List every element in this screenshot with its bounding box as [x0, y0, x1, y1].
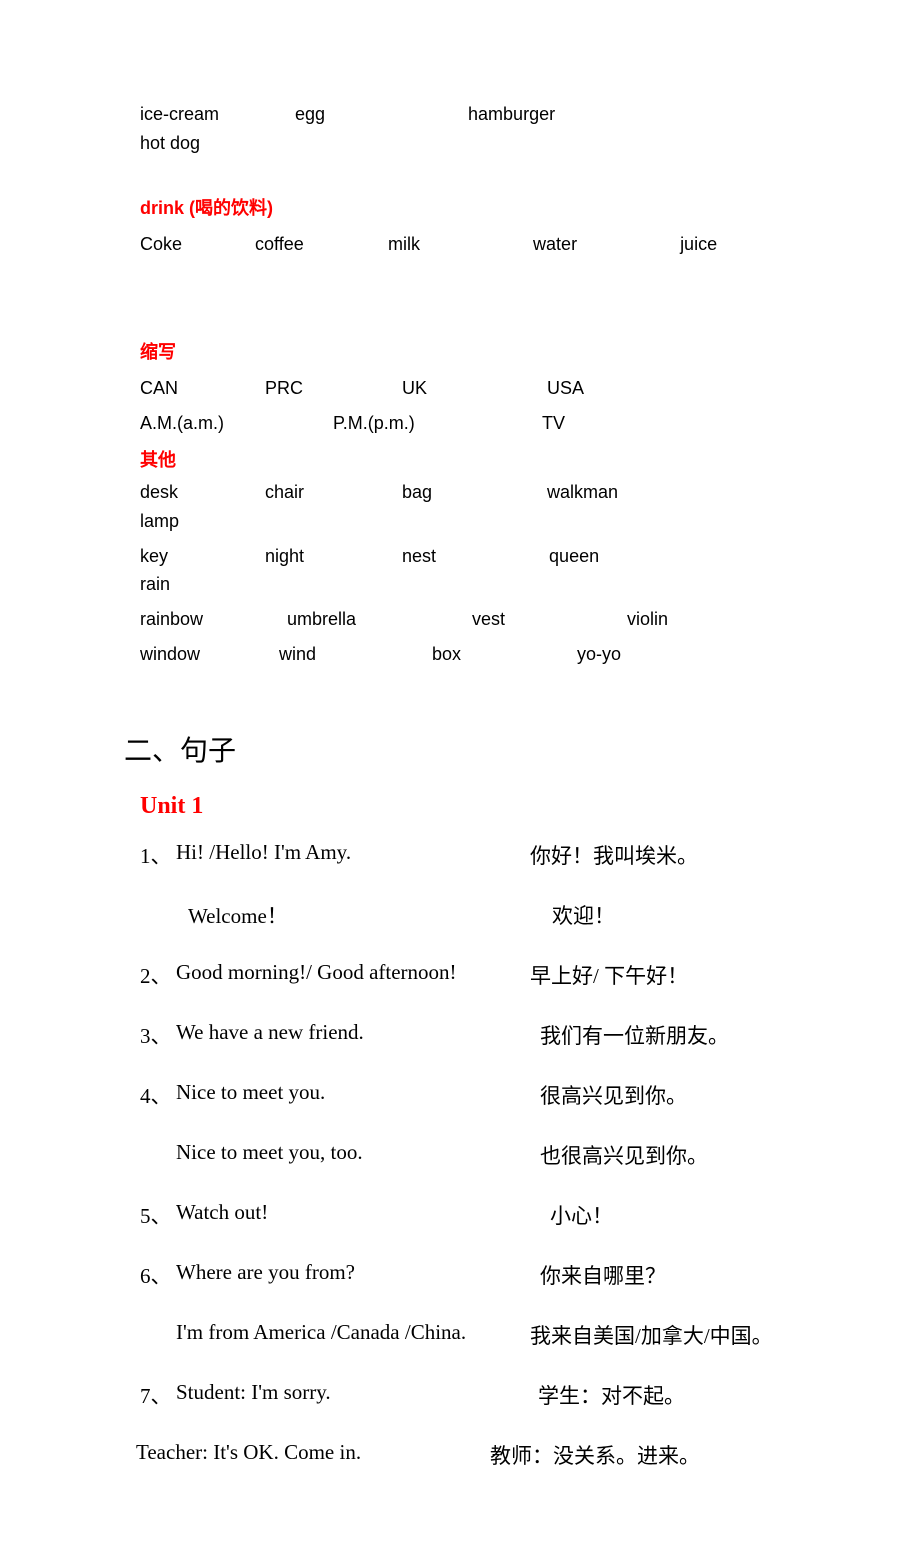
- sentence-row: 6、Where are you from?你来自哪里？: [140, 1260, 780, 1290]
- word: walkman: [547, 478, 715, 507]
- sentence-chinese: 教师：没关系。进来。: [490, 1440, 780, 1470]
- section-label-drink: drink (喝的饮料): [140, 194, 780, 220]
- vocab-row-abbrev-1: CAN PRC UK USA: [140, 374, 780, 403]
- word: juice: [680, 230, 760, 259]
- sentence-number: 1、: [140, 840, 176, 870]
- sentence-chinese: 你好！我叫埃米。: [530, 840, 780, 870]
- sentence-number: 4、: [140, 1080, 176, 1110]
- sentence-row: Welcome！欢迎！: [140, 900, 780, 930]
- word: wind: [279, 640, 427, 669]
- vocab-row-other-1: desk chair bag walkman lamp: [140, 478, 780, 536]
- sentence-number: 5、: [140, 1200, 176, 1230]
- sentence-english: Where are you from?: [176, 1260, 530, 1290]
- sentence-chinese: 我来自美国/加拿大/中国。: [530, 1320, 780, 1350]
- sentence-chinese: 也很高兴见到你。: [530, 1140, 780, 1170]
- word: box: [432, 640, 572, 669]
- sentence-row: 5、Watch out!小心！: [140, 1200, 780, 1230]
- word: violin: [627, 605, 707, 634]
- word: P.M.(p.m.): [333, 409, 537, 438]
- vocab-row-food: ice-cream egg hamburger hot dog: [140, 100, 780, 158]
- word: yo-yo: [577, 640, 657, 669]
- sentence-english: I'm from America /Canada /China.: [176, 1320, 530, 1350]
- sentence-row: Teacher: It's OK. Come in.教师：没关系。进来。: [140, 1440, 780, 1470]
- sentence-number: [140, 900, 176, 930]
- vocab-row-other-4: window wind box yo-yo: [140, 640, 780, 669]
- section-label-abbrev: 缩写: [140, 338, 780, 364]
- vocab-row-drink: Coke coffee milk water juice: [140, 230, 780, 259]
- word: hamburger: [468, 100, 668, 129]
- word: nest: [402, 542, 544, 571]
- word: UK: [402, 374, 542, 403]
- word: Coke: [140, 230, 250, 259]
- sentence-english: Welcome！: [176, 900, 542, 930]
- word: ice-cream: [140, 100, 290, 129]
- sentence-english: Teacher: It's OK. Come in.: [136, 1440, 490, 1470]
- sentence-row: 4、Nice to meet you.很高兴见到你。: [140, 1080, 780, 1110]
- word: hot dog: [140, 129, 260, 158]
- sentence-chinese: 小心！: [530, 1200, 780, 1230]
- word: night: [265, 542, 397, 571]
- word: USA: [547, 374, 627, 403]
- word: TV: [542, 409, 602, 438]
- sentence-number: 2、: [140, 960, 176, 990]
- word: key: [140, 542, 260, 571]
- sentence-row: Nice to meet you, too.也很高兴见到你。: [140, 1140, 780, 1170]
- sentence-english: Nice to meet you, too.: [176, 1140, 530, 1170]
- word: vest: [472, 605, 622, 634]
- word: lamp: [140, 507, 210, 536]
- sentence-chinese: 你来自哪里？: [530, 1260, 780, 1290]
- sentence-row: I'm from America /Canada /China.我来自美国/加拿…: [140, 1320, 780, 1350]
- sentence-english: Nice to meet you.: [176, 1080, 530, 1110]
- word: queen: [549, 542, 715, 571]
- sentence-number: [140, 1320, 176, 1350]
- word: water: [533, 230, 675, 259]
- sentence-chinese: 很高兴见到你。: [530, 1080, 780, 1110]
- unit-label: Unit 1: [140, 793, 780, 820]
- sentence-english: Watch out!: [176, 1200, 530, 1230]
- sentence-chinese: 学生：对不起。: [530, 1380, 780, 1410]
- word: coffee: [255, 230, 383, 259]
- sentence-english: Hi! /Hello! I'm Amy.: [176, 840, 530, 870]
- section-label-other: 其他: [140, 446, 780, 472]
- vocab-row-other-2: key night nest queen rain: [140, 542, 780, 600]
- sentence-row: 3、We have a new friend.我们有一位新朋友。: [140, 1020, 780, 1050]
- sentence-number: 3、: [140, 1020, 176, 1050]
- vocab-row-other-3: rainbow umbrella vest violin: [140, 605, 780, 634]
- word: umbrella: [287, 605, 467, 634]
- word: chair: [265, 478, 397, 507]
- sentence-row: 7、Student: I'm sorry.学生：对不起。: [140, 1380, 780, 1410]
- sentence-number: [140, 1140, 176, 1170]
- sentence-chinese: 早上好/ 下午好！: [530, 960, 780, 990]
- sentence-number: 7、: [140, 1380, 176, 1410]
- word: PRC: [265, 374, 397, 403]
- word: rainbow: [140, 605, 282, 634]
- sentence-row: 1、Hi! /Hello! I'm Amy.你好！我叫埃米。: [140, 840, 780, 870]
- sentence-chinese: 我们有一位新朋友。: [530, 1020, 780, 1050]
- word: window: [140, 640, 274, 669]
- word: rain: [140, 570, 210, 599]
- word: milk: [388, 230, 528, 259]
- sentence-row: 2、Good morning!/ Good afternoon!早上好/ 下午好…: [140, 960, 780, 990]
- sentence-english: Student: I'm sorry.: [176, 1380, 530, 1410]
- sentence-english: Good morning!/ Good afternoon!: [176, 960, 530, 990]
- word: bag: [402, 478, 542, 507]
- word: desk: [140, 478, 260, 507]
- sentence-number: 6、: [140, 1260, 176, 1290]
- vocab-row-abbrev-2: A.M.(a.m.) P.M.(p.m.) TV: [140, 409, 780, 438]
- sentence-chinese: 欢迎！: [542, 900, 780, 930]
- word: egg: [295, 100, 463, 129]
- word: A.M.(a.m.): [140, 409, 328, 438]
- sentence-english: We have a new friend.: [176, 1020, 530, 1050]
- heading-sentences: 二、句子: [124, 729, 780, 769]
- word: CAN: [140, 374, 260, 403]
